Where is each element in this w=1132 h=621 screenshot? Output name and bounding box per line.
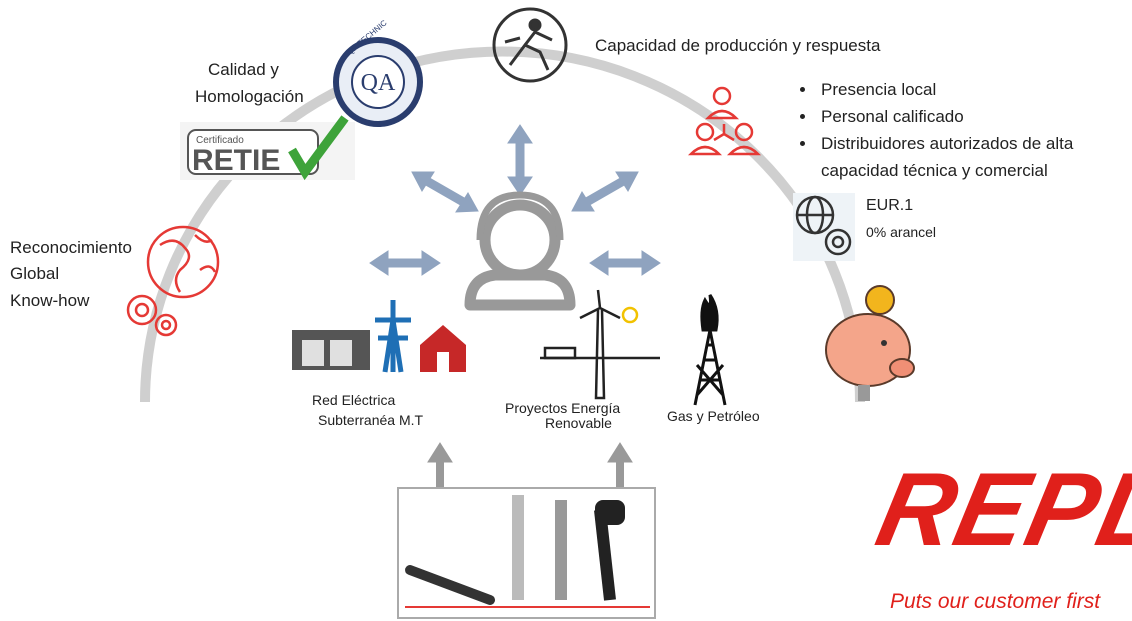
sector-label: Renovable — [545, 415, 612, 431]
red-globe-icon-part — [162, 321, 170, 329]
wind-turbine-icon-part — [545, 348, 575, 358]
cert-big: RETIE — [192, 144, 280, 177]
power-grid-icon-part — [302, 340, 324, 366]
red-globe-icon-part — [156, 315, 176, 335]
people-icon-part — [697, 124, 713, 140]
piggy-bank-part — [866, 286, 894, 314]
qa-logo-text: QA — [361, 70, 396, 96]
people-icon-part — [691, 147, 719, 154]
products-image — [398, 488, 655, 618]
power-grid-icon-part — [437, 352, 449, 372]
local-bullets: Presencia local Personal calificado Dist… — [795, 76, 1132, 184]
production-text: Capacidad de producción y respuesta — [595, 36, 880, 56]
arrows-part — [585, 180, 625, 203]
red-globe-icon — [128, 227, 218, 335]
sector-label: Gas y Petróleo — [667, 408, 760, 424]
quality-line: Calidad y — [208, 60, 279, 80]
arrows-part — [422, 251, 440, 275]
person-icon-part — [485, 205, 555, 275]
up-arrows — [428, 443, 632, 488]
products-image-part — [595, 500, 625, 525]
power-grid-icon — [292, 300, 466, 372]
production-icon-part — [494, 9, 566, 81]
power-grid-icon-part — [375, 300, 411, 372]
up-arrows-part — [428, 443, 452, 462]
globe-gear-icon — [793, 193, 855, 261]
global-line: Know-how — [10, 291, 89, 311]
up-arrows-part — [608, 443, 632, 462]
piggy-bank-part — [881, 340, 887, 346]
bullet: Presencia local — [817, 76, 1132, 103]
arrows-part — [590, 251, 608, 275]
wind-turbine-icon-part — [580, 290, 620, 318]
red-globe-icon-part — [128, 296, 156, 324]
trade-line: 0% arancel — [866, 224, 936, 240]
arrows-part — [508, 125, 532, 143]
wind-turbine-icon-part — [596, 310, 604, 398]
page: QA QA TECHNIC Certificado RETIE — [0, 0, 1132, 621]
sector-label: Red Eléctrica — [312, 392, 395, 408]
sector-label: Subterranéa M.T — [318, 412, 423, 428]
global-line: Global — [10, 264, 59, 284]
quality-line: Homologación — [195, 87, 304, 107]
people-icon-part — [714, 88, 730, 104]
bullet: Distribuidores autorizados de alta capac… — [817, 130, 1132, 184]
production-icon — [494, 9, 566, 81]
piggy-bank-part — [858, 385, 870, 401]
oil-derrick-icon — [695, 295, 725, 405]
bullet: Personal calificado — [817, 103, 1132, 130]
brand-slogan: Puts our customer first — [890, 590, 1100, 614]
brand-logo: REPL — [869, 458, 1132, 562]
piggy-bank-part — [890, 359, 914, 377]
arrows-part — [370, 251, 388, 275]
production-icon-part — [530, 20, 540, 30]
products-image-part — [555, 500, 567, 600]
retie-cert: Certificado RETIE — [180, 118, 355, 180]
products-image-part — [512, 495, 524, 600]
arrows-part — [425, 180, 465, 203]
sector-label: Proyectos Energía — [505, 400, 620, 416]
arrows-part — [642, 251, 660, 275]
red-globe-icon-part — [136, 304, 148, 316]
piggy-bank — [826, 286, 914, 401]
oil-derrick-icon-part — [702, 295, 717, 330]
power-grid-icon-part — [330, 340, 352, 366]
wind-turbine-icon-part — [623, 308, 637, 322]
global-line: Reconocimiento — [10, 238, 132, 258]
person-icon-part — [470, 275, 570, 305]
person-icon — [470, 195, 570, 305]
oil-derrick-icon-part — [695, 330, 725, 405]
qa-logo: QA QA TECHNIC — [336, 18, 420, 124]
trade-line: EUR.1 — [866, 197, 913, 215]
